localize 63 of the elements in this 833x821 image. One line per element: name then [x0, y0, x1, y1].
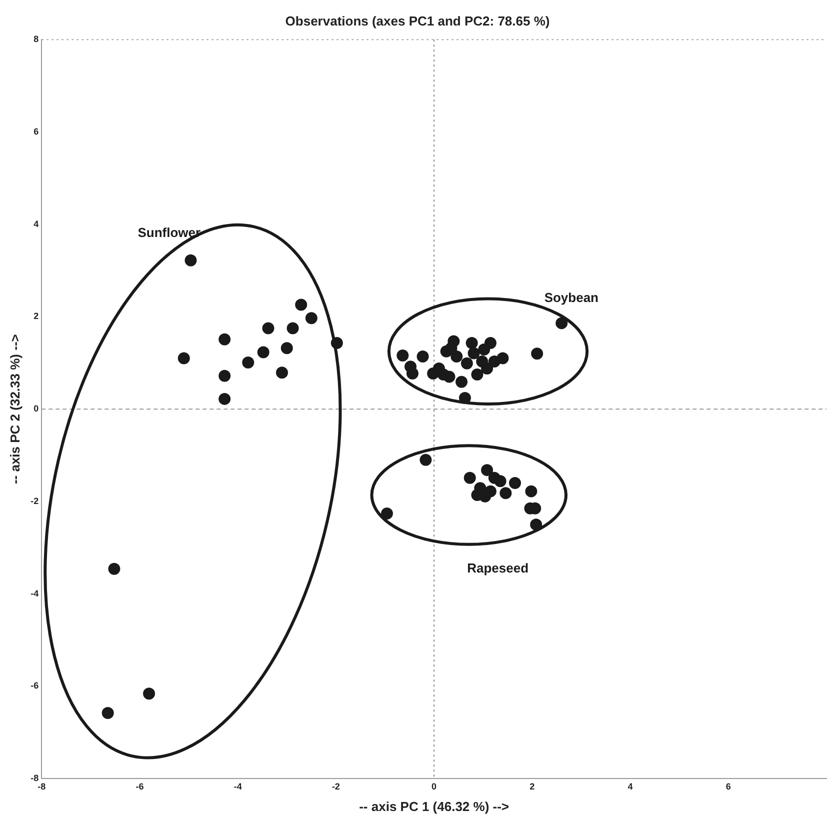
point: [476, 356, 488, 368]
x-tick-label: -4: [234, 781, 242, 792]
point: [468, 347, 480, 360]
point: [286, 322, 299, 334]
point: [102, 707, 114, 720]
series-label: Sunflower: [138, 225, 201, 240]
point: [380, 507, 393, 520]
point: [471, 368, 484, 380]
point: [437, 368, 450, 380]
x-tick-label: -6: [136, 781, 144, 792]
point: [178, 352, 190, 364]
text: Rapeseed: [467, 560, 529, 576]
x-tick-label: 0: [432, 781, 437, 792]
x-tick-label: 6: [726, 781, 731, 792]
point: [450, 350, 463, 362]
point: [295, 298, 308, 311]
point: [218, 370, 231, 382]
y-tick-label: -4: [30, 588, 39, 598]
point: [280, 342, 293, 354]
point: [525, 485, 538, 498]
point: [420, 454, 432, 466]
point: [218, 333, 231, 346]
point: [478, 344, 490, 356]
point: [257, 346, 270, 358]
y-tick-label: -2: [30, 496, 39, 506]
point: [416, 350, 429, 362]
point: [396, 350, 409, 362]
point: [500, 487, 512, 500]
point: [305, 312, 318, 324]
point: [508, 477, 521, 489]
x-tick-label: -2: [332, 781, 340, 792]
chart-title: Observations (axes PC1 and PC2: 78.65 %): [285, 13, 550, 28]
point: [466, 337, 478, 350]
point: [488, 472, 500, 484]
series-label: Soybean: [544, 290, 599, 305]
y-tick-label: 4: [34, 218, 39, 229]
y-axis-title: -- axis PC 2 (32.33 %) -->: [7, 334, 22, 484]
point: [531, 348, 544, 360]
y-tick-label: 6: [34, 126, 39, 136]
point: [218, 392, 231, 405]
x-tick-label: 2: [530, 781, 535, 792]
point: [406, 368, 418, 380]
point: [184, 254, 197, 266]
point: [276, 366, 288, 379]
y-tick-label: 0: [34, 404, 39, 414]
point: [262, 322, 274, 334]
y-tick-label: -8: [30, 773, 39, 784]
point: [556, 317, 568, 330]
point: [456, 376, 468, 388]
point: [484, 485, 496, 498]
point: [460, 357, 473, 370]
point: [481, 464, 494, 476]
point: [108, 562, 120, 575]
x-tick-label: 4: [628, 781, 633, 792]
point: [445, 342, 458, 354]
x-axis-title: -- axis PC 1 (46.32 %) -->: [359, 798, 510, 814]
y-tick-label: 8: [34, 34, 39, 44]
point: [488, 356, 500, 368]
y-tick-label: -6: [30, 680, 39, 691]
y-tick-label: 2: [34, 311, 39, 322]
point: [464, 472, 476, 484]
point: [143, 688, 156, 700]
point: [242, 356, 254, 368]
